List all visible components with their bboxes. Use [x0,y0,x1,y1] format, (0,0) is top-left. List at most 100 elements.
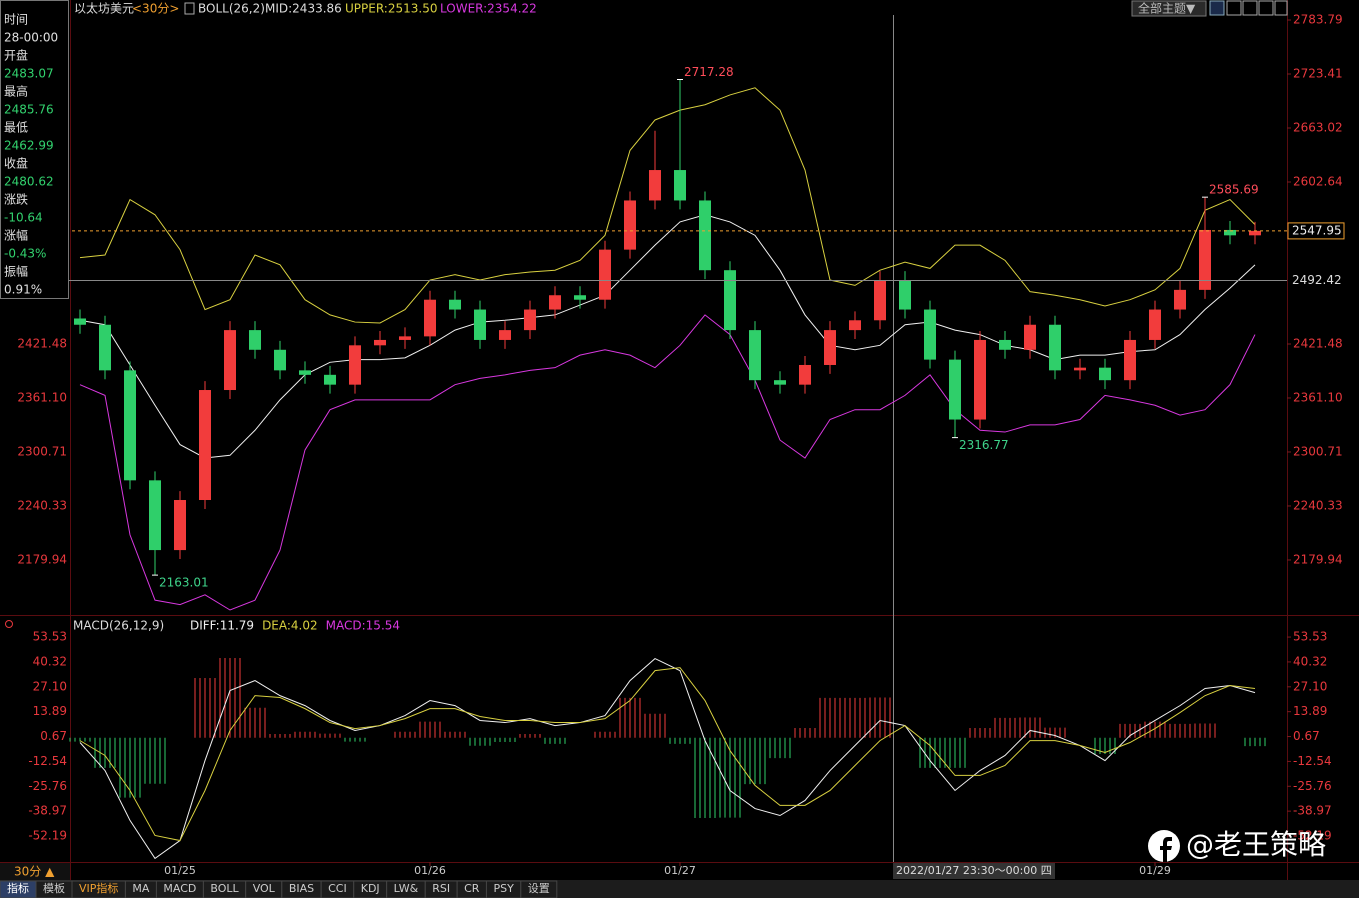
candle-body [1224,229,1236,236]
info-panel: 时间 28-00:00 开盘 2483.07 最高 2485.76 最低 2462.99 收盘 2… [0,0,69,299]
candle-body [1024,324,1036,350]
y-tick-label-left: -38.97 [28,804,67,818]
tab[interactable]: RSI [424,880,458,898]
info-value: -0.43% [4,247,46,261]
candle-body [199,390,211,501]
candle-body [924,309,936,360]
crosshair-price-box [1288,272,1344,289]
tab-label[interactable]: 指标 [7,881,29,895]
y-tick-label: 40.32 [1293,654,1327,668]
toolbar-icon[interactable] [1274,0,1288,16]
x-tick-label: 01/29 [1139,864,1171,877]
candle-body [1074,367,1086,371]
tab[interactable]: LW& [386,880,426,898]
candle-body [1124,339,1136,381]
period-switch[interactable]: 30分 ▲ [14,865,55,879]
y-tick-label: 2663.02 [1293,121,1343,135]
toolbar-icon[interactable] [1242,0,1258,16]
info-value: 0.91% [4,283,42,297]
tab[interactable]: BOLL [202,880,247,898]
y-tick-label-left: -25.76 [28,779,67,793]
macd-legend-item: MACD:15.54 [326,619,400,633]
high-label: 2585.69 [1209,183,1259,197]
tab[interactable]: KDJ [353,880,388,898]
info-value: 2485.76 [4,103,54,117]
indicator-line [79,314,1256,611]
tab-label[interactable]: PSY [493,882,514,895]
tab-label[interactable]: MACD [163,882,196,895]
tab-box[interactable] [520,880,558,898]
tab[interactable]: 模板 [35,880,73,898]
tab[interactable]: CR [456,880,487,898]
boll-lower: LOWER:2354.22 [440,2,537,16]
tab-label[interactable]: MA [132,882,149,895]
tab-label[interactable]: CCI [328,882,347,895]
toolbar-icon[interactable] [1226,0,1242,16]
candle-body [749,330,761,381]
candle-body [574,295,586,300]
header: 以太坊美元 <30分> BOLL(26,2) MID:2433.86 UPPER… [74,0,1288,17]
tab[interactable]: CCI [320,880,355,898]
y-tick-label: 2723.41 [1293,67,1343,81]
crosshair-price-label: 2492.42 [1292,273,1342,287]
tab-label[interactable]: 模板 [43,881,65,895]
y-tick-label: -25.76 [1293,779,1332,793]
tab-label[interactable]: BIAS [289,882,314,895]
candle-body [649,170,661,201]
tab[interactable]: 指标 [0,880,37,898]
tab[interactable]: 设置 [520,880,558,898]
panel-icon[interactable] [5,620,13,628]
y-tick-label-left: 13.89 [33,704,67,718]
candle-body [674,170,686,201]
tab-label[interactable]: VOL [253,882,276,895]
candle-body [399,336,411,340]
tab-label[interactable]: 设置 [528,882,550,895]
indicator-icon[interactable] [184,2,195,15]
candle-body [449,299,461,310]
info-label: 涨跌 [4,192,28,207]
y-tick-label-left: 27.10 [33,679,67,693]
tab[interactable]: BIAS [281,880,322,898]
symbol: 以太坊美元 [74,1,134,16]
macd-legend: DIFF:11.79 DEA:4.02 MACD:15.54 [190,619,400,633]
tab-label[interactable]: KDJ [361,882,380,895]
theme-button[interactable] [1131,0,1207,17]
tab[interactable]: VOL [245,880,283,898]
period[interactable]: <30分> [132,2,179,16]
y-tick-label: 2240.33 [1293,498,1343,512]
plot: 2783.792783.792723.412723.412663.022663.… [0,13,1345,879]
info-label: 振幅 [4,264,28,279]
tab-label[interactable]: RSI [432,882,450,895]
candle-body [1199,229,1211,290]
candle-body [474,309,486,340]
toolbar-icon[interactable] [1258,0,1274,16]
y-tick-label: 0.67 [1293,729,1320,743]
y-tick-label: 2179.94 [1293,552,1343,566]
candle-body [124,370,136,481]
watermark-text: @老王策略 [1186,828,1326,861]
y-tick-label-left: 0.67 [40,729,67,743]
tab[interactable]: MACD [155,880,204,898]
toolbar-icon[interactable] [1209,0,1225,16]
candle-body [1174,289,1186,310]
y-tick-label: 2602.64 [1293,174,1343,188]
candle-body [349,345,361,385]
last-price-label: 2547.95 [1292,223,1342,237]
tab[interactable]: MA [124,880,157,898]
candle-body [699,200,711,271]
tab-label[interactable]: BOLL [210,882,239,895]
tab-label[interactable]: VIP指标 [79,881,118,895]
tab-label[interactable]: CR [464,882,480,895]
info-label: 收盘 [4,156,28,171]
candle-body [549,295,561,310]
tab[interactable]: VIP指标 [71,880,126,898]
tab[interactable]: PSY [485,880,522,898]
macd-legend-item: DEA:4.02 [262,619,318,633]
info-value: 2462.99 [4,139,54,153]
theme-label[interactable]: 全部主题▼ [1138,1,1196,16]
candle-body [1099,367,1111,381]
indicator-line [79,87,1256,324]
tab-label[interactable]: LW& [394,882,419,895]
candle-body [799,364,811,385]
candle-body [374,339,386,346]
